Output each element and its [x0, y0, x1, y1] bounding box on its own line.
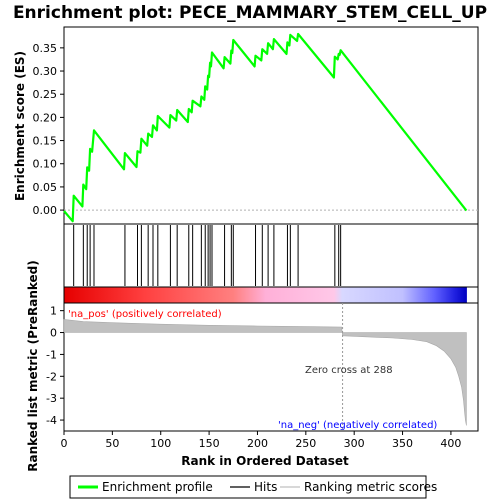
ticks-layer: 0.00 0.05 0.10 0.15 0.20 0.25 0.30 0.35 1 0 -1 -2 -3…: [33, 42, 462, 450]
x-tick-label-0: 0: [61, 437, 68, 450]
es-panel: [63, 26, 479, 225]
metric-panel: [63, 302, 479, 432]
es-tick-label-6: 0.30: [33, 65, 58, 78]
es-tick-label-3: 0.15: [33, 135, 58, 148]
zero-cross-annotation: Zero cross at 288: [305, 365, 393, 376]
x-tick-label-4: 200: [247, 437, 268, 450]
rank-bar-layer: [64, 287, 467, 303]
x-tick-label-3: 150: [199, 437, 220, 450]
legend-label-metric: Ranking metric scores: [304, 480, 437, 494]
hits-panel: [63, 223, 479, 288]
enrichment-profile-line: [63, 32, 468, 223]
metric-tick-label-0: 1: [50, 305, 57, 318]
es-axis-title: Enrichment score (ES): [13, 51, 27, 201]
metric-axis-title: Ranked list metric (PreRanked): [26, 260, 40, 472]
es-tick-label-4: 0.20: [33, 111, 58, 124]
neg-annotation: 'na_neg' (negatively correlated): [278, 420, 437, 431]
hits-layer: [73, 225, 342, 286]
es-tick-label-1: 0.05: [33, 181, 58, 194]
x-tick-label-6: 300: [344, 437, 365, 450]
x-axis-title: Rank in Ordered Dataset: [181, 454, 349, 468]
legend-label-hits: Hits: [254, 480, 277, 494]
pos-annotation: 'na_pos' (positively correlated): [68, 309, 222, 320]
metric-layer: [63, 303, 467, 431]
legend-label-profile: Enrichment profile: [102, 480, 213, 494]
es-tick-label-0: 0.00: [33, 204, 58, 217]
chart-title: Enrichment plot: PECE_MAMMARY_STEM_CELL_…: [13, 3, 487, 23]
metric-tick-label-5: -4: [46, 414, 57, 427]
es-tick-label-7: 0.35: [33, 42, 58, 55]
x-tick-label-2: 100: [150, 437, 171, 450]
legend: Enrichment profile Hits Ranking metric s…: [69, 475, 437, 499]
es-tick-label-2: 0.10: [33, 158, 58, 171]
es-layer: [63, 32, 468, 223]
x-tick-label-5: 250: [295, 437, 316, 450]
metric-tick-label-2: -1: [46, 348, 57, 361]
metric-tick-label-3: -2: [46, 370, 57, 383]
es-tick-label-5: 0.25: [33, 88, 58, 101]
x-tick-label-1: 50: [105, 437, 119, 450]
metric-tick-label-1: 0: [50, 327, 57, 340]
rank-color-bar: [64, 287, 467, 303]
x-tick-label-7: 350: [392, 437, 413, 450]
metric-tick-label-4: -3: [46, 392, 57, 405]
x-tick-label-8: 400: [440, 437, 461, 450]
ranking-metric-area: [63, 319, 467, 426]
